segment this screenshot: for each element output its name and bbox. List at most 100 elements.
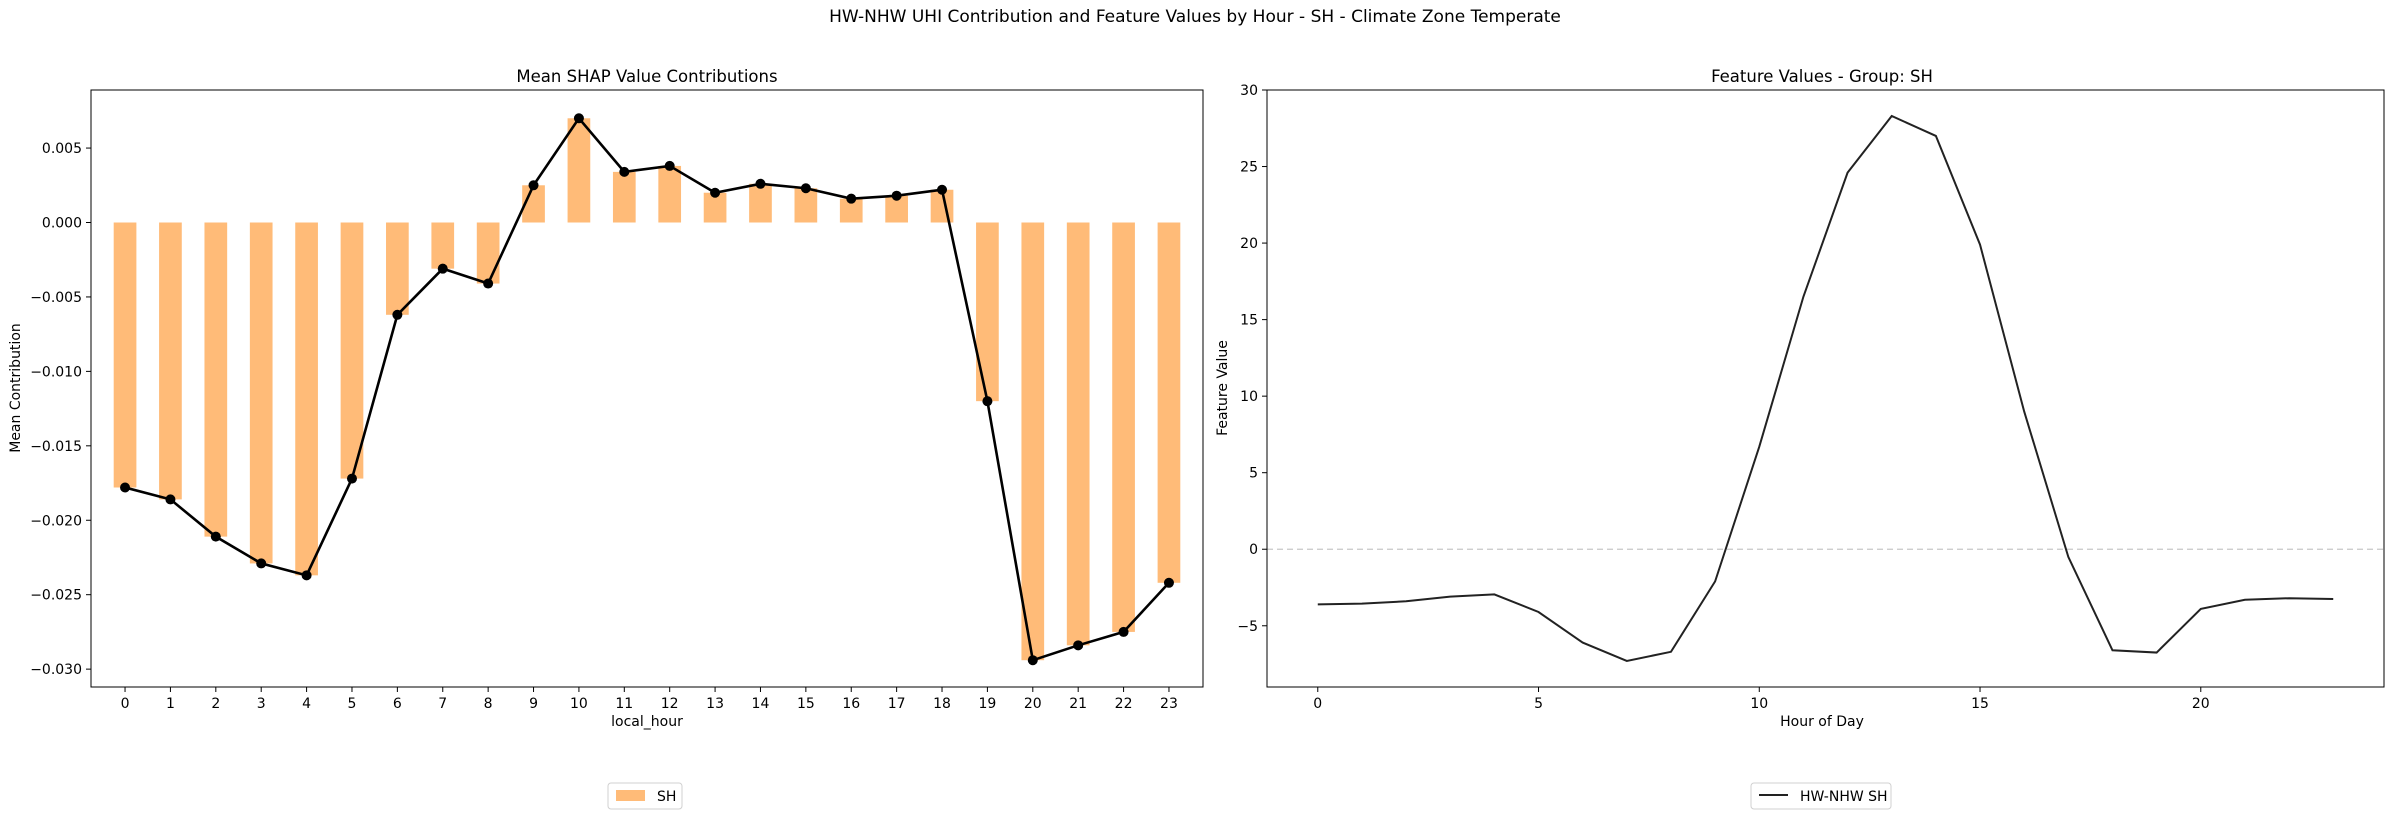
- shap-bar: [476, 222, 500, 284]
- shap-x-tick-label: 21: [1069, 696, 1087, 712]
- feature-y-tick-label: 5: [1249, 466, 1258, 482]
- shap-line-marker: [528, 180, 539, 191]
- shap-x-tick-label: 19: [978, 696, 996, 712]
- feature-y-tick-label: 15: [1240, 313, 1258, 329]
- feature-line-path: [1317, 114, 2334, 663]
- feature-y-tick-label: 30: [1240, 83, 1258, 99]
- shap-y-axis: −0.030 −0.025 −0.020 −0.015 −0.010 −0.005 0.00…: [30, 141, 91, 678]
- shap-line-marker: [846, 193, 857, 204]
- shap-line-marker: [210, 531, 221, 542]
- shap-bar: [204, 222, 228, 537]
- shap-legend-label: SH: [657, 789, 676, 805]
- feature-legend-frame: [1750, 782, 1892, 810]
- feature-y-tick-label: 25: [1240, 160, 1258, 176]
- shap-bar: [703, 192, 727, 223]
- shap-y-tick-label: −0.030: [30, 662, 82, 678]
- feature-series-line: [1317, 114, 2334, 663]
- shap-bars: [113, 118, 1181, 661]
- shap-line-path: [124, 116, 1170, 662]
- shap-x-tick-label: 0: [121, 696, 130, 712]
- shap-line-marker: [483, 278, 494, 289]
- shap-line-marker: [437, 263, 448, 274]
- shap-line-marker: [1163, 577, 1174, 588]
- shap-line-marker: [573, 113, 584, 124]
- shap-y-tick-label: 0.005: [42, 141, 82, 157]
- shap-bar: [1021, 222, 1045, 661]
- shap-x-tick-label: 16: [842, 696, 860, 712]
- shap-x-tick-label: 7: [438, 696, 447, 712]
- feature-chart-title: Feature Values - Group: SH: [1711, 67, 1933, 86]
- shap-bar: [431, 222, 455, 269]
- shap-x-tick-label: 6: [393, 696, 402, 712]
- shap-x-tick-label: 4: [302, 696, 311, 712]
- shap-line-marker: [120, 482, 131, 493]
- shap-bar: [386, 222, 409, 315]
- shap-line-marker: [982, 396, 993, 407]
- shap-line-marker: [1118, 626, 1129, 637]
- shap-line-marker: [256, 558, 267, 569]
- shap-x-tick-label: 17: [888, 696, 906, 712]
- shap-bar: [295, 222, 318, 576]
- feature-chart: Feature Values - Group: SH −5 0 5 10 15 20 25 3…: [1215, 67, 2385, 810]
- shap-y-tick-label: −0.005: [30, 290, 82, 306]
- shap-legend-swatch: [616, 790, 645, 801]
- shap-x-tick-label: 14: [752, 696, 770, 712]
- feature-x-tick-label: 5: [1534, 696, 1543, 712]
- shap-bar: [249, 222, 273, 564]
- feature-y-axis-label: Feature Value: [1215, 340, 1231, 436]
- feature-y-tick-label: 0: [1249, 542, 1258, 558]
- feature-x-tick-label: 10: [1750, 696, 1768, 712]
- shap-line-marker: [165, 494, 176, 505]
- shap-line-marker: [800, 183, 811, 194]
- feature-y-tick-label: 10: [1240, 389, 1258, 405]
- shap-x-tick-label: 3: [257, 696, 266, 712]
- feature-x-axis: 0 5 10 15 20: [1313, 687, 2210, 712]
- shap-bar: [976, 222, 999, 402]
- shap-bar: [749, 183, 772, 223]
- shap-line-marker: [301, 570, 312, 581]
- feature-y-axis: −5 0 5 10 15 20 25 30: [1237, 83, 1267, 635]
- shap-bar: [885, 195, 908, 223]
- shap-bar: [658, 165, 682, 223]
- shap-bar: [113, 222, 137, 488]
- shap-x-tick-label: 1: [166, 696, 175, 712]
- shap-x-tick-label: 9: [529, 696, 538, 712]
- shap-x-axis-label: local_hour: [611, 714, 683, 730]
- shap-y-tick-label: −0.015: [30, 439, 82, 455]
- feature-x-tick-label: 20: [2192, 696, 2210, 712]
- shap-bar: [1066, 222, 1090, 646]
- shap-line-marker: [392, 309, 403, 320]
- shap-bar: [159, 222, 182, 500]
- figure-suptitle: HW-NHW UHI Contribution and Feature Valu…: [829, 7, 1561, 27]
- feature-y-tick-label: 20: [1240, 236, 1258, 252]
- shap-x-tick-label: 18: [933, 696, 951, 712]
- feature-x-axis-label: Hour of Day: [1780, 714, 1864, 730]
- shap-x-tick-label: 8: [484, 696, 493, 712]
- shap-line-marker: [1073, 640, 1084, 651]
- shap-line-marker: [755, 178, 766, 189]
- shap-x-tick-label: 11: [615, 696, 633, 712]
- feature-x-tick-label: 15: [1971, 696, 1989, 712]
- shap-chart-title: Mean SHAP Value Contributions: [516, 67, 777, 86]
- shap-x-tick-label: 23: [1160, 696, 1178, 712]
- shap-chart: Mean SHAP Value Contributions −0.030 −0.0…: [8, 67, 1204, 810]
- shap-bar: [1157, 222, 1181, 583]
- shap-line-marker: [346, 473, 357, 484]
- shap-x-axis: 0 1 2 3 4 5 6 7 8 9 10 11 12 13 14 15 16 17 18 19 20 21 22 23: [121, 687, 1178, 712]
- shap-y-tick-label: −0.020: [30, 513, 82, 529]
- shap-bar: [794, 188, 818, 223]
- shap-bar: [1112, 222, 1135, 632]
- feature-legend-label: HW-NHW SH: [1800, 789, 1888, 805]
- shap-mean-line: [120, 113, 1174, 666]
- shap-line-marker: [664, 160, 675, 171]
- shap-y-tick-label: 0.000: [42, 216, 82, 232]
- shap-bar: [567, 118, 591, 223]
- shap-line-marker: [619, 166, 630, 177]
- feature-x-tick-label: 0: [1313, 696, 1322, 712]
- shap-plot-frame: [90, 89, 1204, 688]
- shap-y-tick-label: −0.025: [30, 588, 82, 604]
- shap-bar: [839, 198, 863, 223]
- shap-x-tick-label: 2: [211, 696, 220, 712]
